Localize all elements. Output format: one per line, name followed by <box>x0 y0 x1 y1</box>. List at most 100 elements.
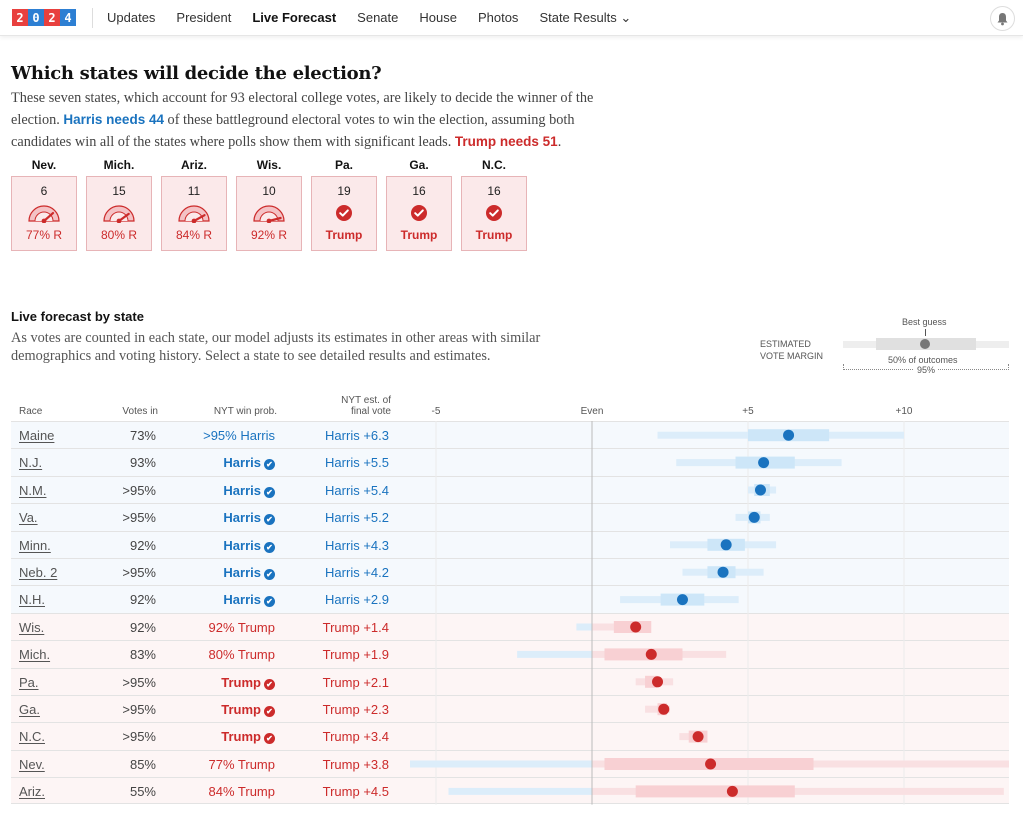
state-card-mich[interactable]: Mich. 15 80% R <box>86 158 152 251</box>
state-name: Ga. <box>409 158 429 172</box>
legend-dot <box>920 339 930 349</box>
state-card-nev[interactable]: Nev. 6 77% R <box>11 158 77 251</box>
win-prob-text: Harris <box>223 482 261 498</box>
forecast-table: Maine 73% >95% Harris Harris +6.3 N.J. 93… <box>11 421 1009 805</box>
table-row[interactable]: Mich. 83% 80% Trump Trump +1.9 <box>11 640 1009 668</box>
race-link[interactable]: Maine <box>19 428 55 443</box>
win-prob-text: Harris <box>223 564 261 580</box>
table-row[interactable]: N.M. >95% Harris ✔ Harris +5.4 <box>11 475 1009 504</box>
interval-50 <box>635 785 795 798</box>
race-link[interactable]: Ga. <box>19 701 40 717</box>
win-prob-text: 80% Trump <box>208 647 275 663</box>
col-est: NYT est. of final vote <box>341 395 391 417</box>
state-name: N.C. <box>482 158 506 172</box>
race-link[interactable]: Ariz. <box>19 784 45 800</box>
check-circle-icon: ✔ <box>264 514 275 526</box>
check-circle-icon: ✔ <box>264 705 275 717</box>
state-box[interactable]: 15 80% R <box>86 176 152 251</box>
best-guess-dot <box>720 539 732 551</box>
state-card-wis[interactable]: Wis. 10 92% R <box>236 158 302 251</box>
table-row[interactable]: N.C. >95% Trump ✔ Trump +3.4 <box>11 722 1009 750</box>
race-link[interactable]: N.H. <box>19 592 45 608</box>
state-box[interactable]: 6 77% R <box>11 176 77 251</box>
race-link[interactable]: Minn. <box>19 537 51 553</box>
nav-senate[interactable]: Senate <box>357 10 399 25</box>
state-box[interactable]: 19 Trump <box>311 176 377 251</box>
state-box[interactable]: 10 92% R <box>236 176 302 251</box>
nav-state-results-dropdown[interactable]: State Results ⌄ <box>539 9 632 25</box>
best-guess-dot <box>726 785 738 797</box>
est-final-vote: Harris +4.2 <box>325 564 389 580</box>
race-link[interactable]: Pa. <box>19 674 39 690</box>
est-final-vote: Harris +2.9 <box>325 592 389 608</box>
win-prob: Trump ✔ <box>221 675 275 690</box>
est-final-vote: Trump +3.8 <box>322 756 389 772</box>
race-link[interactable]: Mich. <box>19 647 51 663</box>
race-link[interactable]: Neb. 2 <box>19 564 58 580</box>
table-row[interactable]: Neb. 2 >95% Harris ✔ Harris +4.2 <box>11 557 1009 586</box>
race-link[interactable]: N.J. <box>19 455 43 471</box>
state-box[interactable]: 11 84% R <box>161 176 227 251</box>
state-box[interactable]: 16 Trump <box>461 176 527 251</box>
nav-president[interactable]: President <box>176 10 232 25</box>
race-link[interactable]: Va. <box>19 510 38 526</box>
nav-house[interactable]: House <box>419 10 457 25</box>
win-prob: Trump ✔ <box>221 702 275 717</box>
nav-live-forecast[interactable]: Live Forecast <box>252 10 337 25</box>
table-row[interactable]: Minn. 92% Harris ✔ Harris +4.3 <box>11 530 1009 558</box>
check-circle-icon <box>411 205 427 221</box>
2024-logo[interactable]: 2 0 2 4 <box>12 9 76 26</box>
win-prob-text: Harris <box>223 455 261 471</box>
votes-in: >95% <box>122 510 156 526</box>
notifications-button[interactable] <box>990 6 1015 31</box>
votes-in: 55% <box>129 784 156 800</box>
table-row[interactable]: N.J. 93% Harris ✔ Harris +5.5 <box>11 448 1009 476</box>
battleground-title: Which states will decide the election? <box>11 63 382 84</box>
table-row[interactable]: Va. >95% Harris ✔ Harris +5.2 <box>11 503 1009 531</box>
state-status: 80% R <box>100 228 138 242</box>
table-row[interactable]: Wis. 92% 92% Trump Trump +1.4 <box>11 612 1009 641</box>
state-status: 92% R <box>250 228 288 242</box>
win-prob: Harris ✔ <box>223 592 275 608</box>
state-name: Wis. <box>256 158 282 172</box>
logo-digit: 4 <box>60 9 76 26</box>
votes-in: 85% <box>129 756 156 772</box>
legend-label: ESTIMATED VOTE MARGIN <box>760 338 823 362</box>
table-row[interactable]: Ga. >95% Trump ✔ Trump +2.3 <box>11 694 1009 723</box>
best-guess-dot <box>748 511 760 523</box>
state-card-ga[interactable]: Ga. 16 Trump <box>386 158 452 251</box>
state-card-pa[interactable]: Pa. 19 Trump <box>311 158 377 251</box>
win-prob-text: 84% Trump <box>208 784 275 800</box>
status-icon <box>252 202 286 224</box>
nav-photos[interactable]: Photos <box>477 10 519 25</box>
est-final-vote: Harris +5.4 <box>325 482 389 498</box>
nav-updates[interactable]: Updates <box>107 10 156 25</box>
best-guess-dot <box>783 429 795 441</box>
win-prob: Harris ✔ <box>223 455 275 471</box>
est-final-vote: Trump +2.3 <box>322 701 389 717</box>
win-prob: >95% Harris <box>203 428 275 443</box>
win-prob: Harris ✔ <box>223 565 275 580</box>
check-circle-icon: ✔ <box>264 733 275 745</box>
votes-in: 83% <box>129 647 156 663</box>
electoral-votes: 11 <box>187 184 201 198</box>
race-link[interactable]: Wis. <box>19 619 45 635</box>
state-card-nc[interactable]: N.C. 16 Trump <box>461 158 527 251</box>
status-icon <box>485 202 503 224</box>
state-status: Trump <box>400 228 438 242</box>
margin-legend: ESTIMATED VOTE MARGIN Best guess 50% of o… <box>760 315 1020 380</box>
table-header: Race Votes in NYT win prob. NYT est. of f… <box>11 395 1011 421</box>
state-card-ariz[interactable]: Ariz. 11 84% R <box>161 158 227 251</box>
interval-50 <box>604 648 683 661</box>
legend-50: 50% of outcomes <box>888 355 958 365</box>
trump-needs: Trump needs 51 <box>454 134 558 149</box>
check-circle-icon: ✔ <box>264 459 275 471</box>
win-prob-text: Harris <box>223 537 261 553</box>
col-prob: NYT win prob. <box>213 406 277 417</box>
state-box[interactable]: 16 Trump <box>386 176 452 251</box>
table-row[interactable]: N.H. 92% Harris ✔ Harris +2.9 <box>11 585 1009 613</box>
race-link[interactable]: N.M. <box>19 482 47 498</box>
table-row[interactable]: Pa. >95% Trump ✔ Trump +2.1 <box>11 667 1009 695</box>
race-link[interactable]: N.C. <box>19 729 45 745</box>
race-link[interactable]: Nev. <box>19 756 45 772</box>
